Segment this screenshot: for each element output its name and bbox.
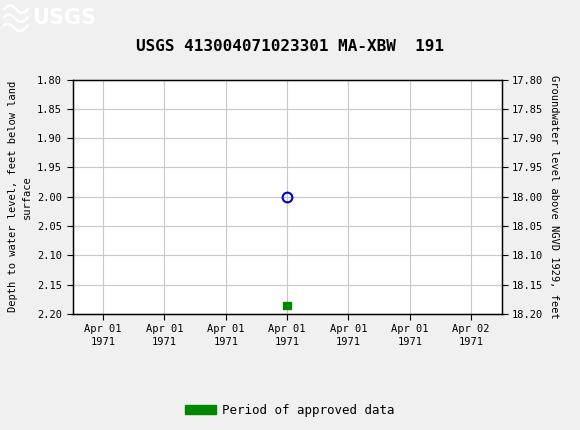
Text: USGS: USGS	[32, 8, 96, 28]
Bar	[284, 301, 291, 309]
Text: USGS 413004071023301 MA-XBW  191: USGS 413004071023301 MA-XBW 191	[136, 39, 444, 54]
Legend: Period of approved data: Period of approved data	[180, 399, 400, 421]
Y-axis label: Groundwater level above NGVD 1929, feet: Groundwater level above NGVD 1929, feet	[549, 75, 559, 319]
Y-axis label: Depth to water level, feet below land
surface: Depth to water level, feet below land su…	[8, 81, 31, 312]
